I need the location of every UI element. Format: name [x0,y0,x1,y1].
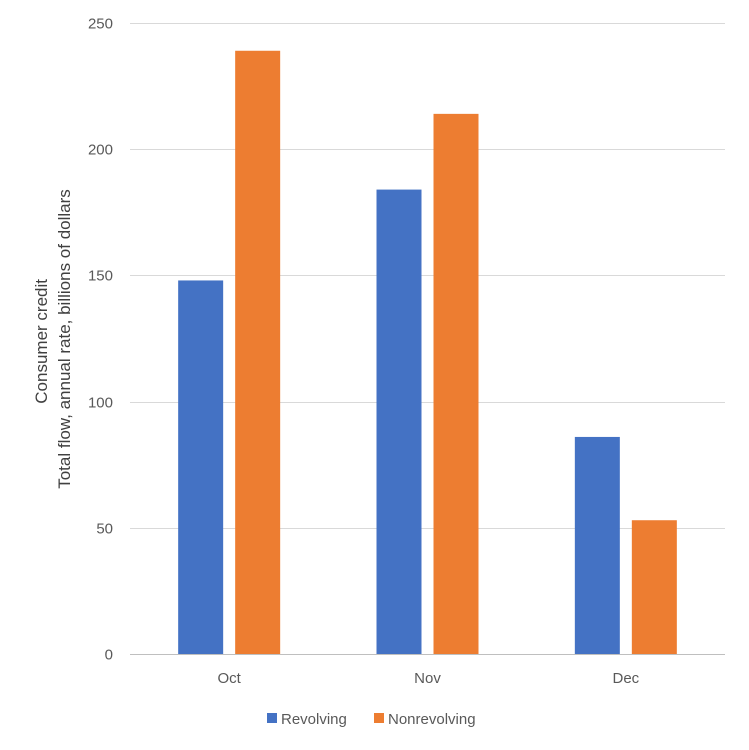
bar-nonrevolving-dec [631,520,677,654]
legend-label-revolving: Revolving [281,711,347,728]
y-tick-label: 200 [88,142,113,159]
x-tick-label: Nov [414,670,441,687]
gridlines [130,23,725,655]
legend-label-nonrevolving: Nonrevolving [388,711,476,728]
y-tick-label: 0 [105,647,113,664]
y-tick-label: 250 [88,16,113,33]
x-tick-label: Dec [612,670,639,687]
bar-nonrevolving-nov [433,113,479,654]
legend-swatch-nonrevolving [374,713,384,723]
y-tick-label: 150 [88,268,113,285]
bar-revolving-nov [376,189,422,655]
y-axis-title-line-1: Consumer credit [32,279,51,404]
x-tick-label: Oct [217,670,241,687]
x-axis-tick-labels: Oct Nov Dec [217,670,639,687]
y-axis-title-line-2: Total flow, annual rate, billions of dol… [55,189,74,489]
bar-nonrevolving-oct [235,50,281,655]
legend-swatch-revolving [267,713,277,723]
y-tick-label: 50 [96,521,113,538]
bars [178,50,677,655]
y-axis-tick-labels: 0 50 100 150 200 250 [88,16,113,664]
legend: Revolving Nonrevolving [267,711,476,728]
bar-revolving-oct [178,280,224,654]
bar-revolving-dec [574,436,620,654]
y-axis-title: Consumer credit Total flow, annual rate,… [32,189,74,489]
y-tick-label: 100 [88,395,113,412]
